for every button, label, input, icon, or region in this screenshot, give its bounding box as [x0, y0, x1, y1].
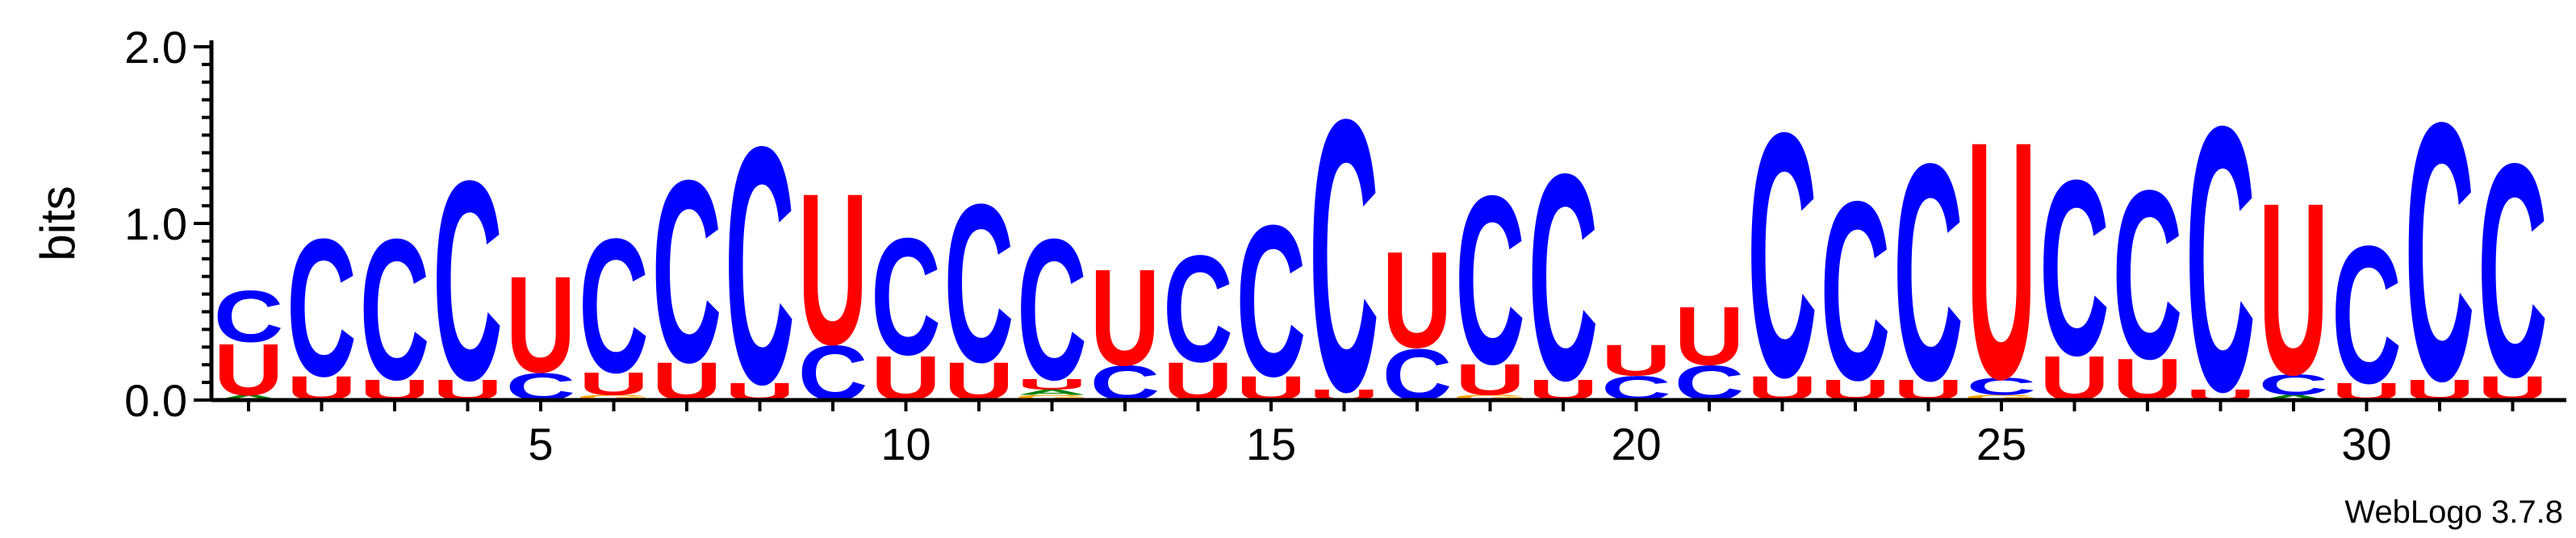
logo-letter-G-pos-18: G [1453, 394, 1528, 402]
logo-letter-C-pos-24: C [1893, 100, 1963, 445]
x-tick-label: 25 [1976, 419, 2026, 469]
logo-letter-A-pos-12: A [1017, 388, 1087, 396]
logo-letter-G-pos-25: G [1963, 394, 2039, 402]
y-axis-title: bits [31, 186, 85, 261]
logo-letter-A-pos-29: A [2259, 394, 2329, 402]
logo-letter-C-pos-23: C [1821, 148, 1891, 433]
logo-letter-U-pos-9: U [798, 148, 868, 389]
logo-letter-U-pos-29: U [2259, 152, 2329, 425]
logo-letter-C-pos-8: C [725, 77, 795, 455]
logo-letter-C-pos-10: C [871, 203, 941, 390]
logo-letter-U-pos-6: U [579, 366, 649, 402]
logo-letter-C-pos-27: C [2113, 140, 2183, 409]
logo-letter-C-pos-25: C [1967, 373, 2037, 400]
logo-letter-C-pos-30: C [2331, 204, 2402, 424]
x-tick-label: 10 [880, 419, 930, 469]
x-tick-label: 5 [528, 419, 553, 469]
logo-letter-C-pos-15: C [1236, 180, 1307, 421]
logo-letter-C-pos-31: C [2405, 46, 2475, 457]
logo-letter-C-pos-3: C [360, 198, 430, 422]
logo-letter-G-pos-6: G [576, 394, 651, 402]
logo-letter-C-pos-18: C [1455, 146, 1525, 415]
y-tick-label: 1.0 [124, 198, 187, 249]
logo-letter-C-pos-7: C [652, 126, 722, 417]
logo-letter-U-pos-18: U [1455, 355, 1525, 404]
y-tick-label: 0.0 [124, 375, 187, 426]
logo-letter-C-pos-11: C [944, 156, 1014, 409]
y-tick-label: 2.0 [124, 22, 187, 73]
y-ticks: 0.0 1.0 2.0 [124, 22, 211, 426]
logo-letter-C-pos-22: C [1747, 61, 1817, 450]
logo-letter-U-pos-13: U [1090, 242, 1160, 395]
x-tick-label: 20 [1611, 419, 1661, 469]
logo-letter-U-pos-21: U [1675, 290, 1745, 383]
logo-letter-U-pos-12: U [1017, 376, 1087, 392]
logo-letter-C-pos-12: C [1017, 198, 1087, 422]
logo-letter-C-pos-26: C [2039, 127, 2110, 407]
logo-letter-G-pos-12: G [1014, 394, 1089, 402]
logo-letter-C-pos-6: C [579, 198, 649, 412]
logo-letter-U-pos-17: U [1382, 224, 1453, 377]
logo-letter-C-pos-1: C [214, 275, 284, 357]
logo-letter-U-pos-5: U [506, 248, 576, 402]
weblogo-credit: WebLogo 3.7.8 [2344, 494, 2563, 530]
x-tick-label: 30 [2341, 419, 2391, 469]
logo-letter-U-pos-1: U [214, 328, 284, 411]
logo-letter-C-pos-29: C [2259, 368, 2329, 401]
logo-letter-C-pos-32: C [2478, 102, 2548, 441]
logo-letter-C-pos-2: C [286, 198, 357, 418]
logo-letter-C-pos-4: C [433, 121, 503, 440]
logo-letter-A-pos-1: A [214, 394, 284, 402]
x-ticks: 5 10 15 20 25 30 [247, 400, 2515, 469]
logo-letter-U-pos-25: U [1967, 72, 2037, 449]
logo-letter-C-pos-14: C [1163, 224, 1233, 394]
logo-letter-U-pos-20: U [1601, 336, 1671, 385]
logo-letter-C-pos-19: C [1528, 112, 1599, 441]
x-tick-label: 15 [1246, 419, 1296, 469]
